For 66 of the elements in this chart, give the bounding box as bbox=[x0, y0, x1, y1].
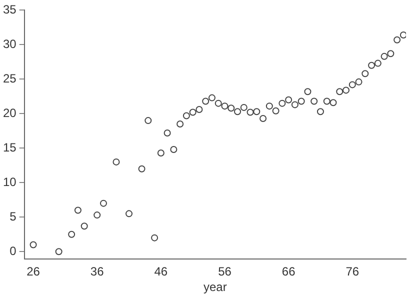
point bbox=[170, 146, 178, 154]
point bbox=[310, 98, 318, 105]
point bbox=[112, 158, 120, 166]
x-tick-label: 36 bbox=[90, 264, 104, 279]
point bbox=[68, 230, 76, 238]
point bbox=[266, 102, 273, 110]
point bbox=[126, 210, 133, 218]
point bbox=[298, 98, 305, 105]
point bbox=[380, 52, 388, 60]
y-tick-label: 10 bbox=[2, 174, 17, 189]
point bbox=[182, 112, 190, 120]
point bbox=[214, 100, 222, 107]
x-tick-label: 26 bbox=[26, 264, 40, 279]
point bbox=[55, 248, 62, 256]
point bbox=[151, 234, 158, 242]
y-tick-label: 5 bbox=[10, 209, 17, 224]
y-tick-label: 0 bbox=[10, 244, 17, 258]
point bbox=[240, 104, 248, 111]
point bbox=[202, 98, 210, 105]
point bbox=[157, 149, 164, 156]
point bbox=[234, 108, 242, 116]
y-tick-label: 35 bbox=[2, 2, 17, 17]
point bbox=[342, 86, 350, 94]
y-tick-label: 15 bbox=[2, 140, 17, 154]
point bbox=[253, 108, 260, 116]
point bbox=[176, 120, 184, 128]
y-tick-label: 25 bbox=[2, 71, 17, 86]
x-tick-label: 56 bbox=[218, 264, 232, 279]
point bbox=[189, 108, 196, 116]
point bbox=[330, 99, 337, 106]
point bbox=[228, 104, 235, 112]
point bbox=[260, 114, 267, 122]
point bbox=[80, 222, 88, 230]
point bbox=[323, 98, 330, 105]
x-tick-label: 46 bbox=[154, 264, 168, 279]
y-tick-label: 20 bbox=[2, 106, 17, 120]
point bbox=[272, 107, 280, 114]
point bbox=[348, 81, 356, 88]
point bbox=[208, 94, 216, 102]
point bbox=[164, 129, 171, 136]
point bbox=[362, 70, 369, 78]
point bbox=[30, 241, 37, 248]
x-tick-label: 76 bbox=[346, 264, 360, 279]
point bbox=[196, 106, 203, 114]
x-tick-label: 66 bbox=[282, 264, 296, 279]
point bbox=[368, 62, 376, 69]
point bbox=[400, 32, 406, 39]
point bbox=[100, 200, 107, 207]
point bbox=[74, 206, 82, 214]
point bbox=[246, 108, 254, 116]
point bbox=[304, 88, 312, 96]
point bbox=[285, 96, 292, 104]
point bbox=[316, 108, 324, 116]
point bbox=[387, 50, 394, 58]
point bbox=[336, 88, 344, 96]
point bbox=[278, 100, 286, 107]
point bbox=[291, 101, 298, 108]
point bbox=[355, 78, 362, 86]
y-tick-label: 30 bbox=[2, 37, 17, 51]
point bbox=[394, 36, 401, 44]
point bbox=[138, 165, 146, 172]
x-axis-title: year bbox=[204, 280, 227, 294]
point bbox=[144, 117, 152, 124]
point bbox=[374, 60, 382, 67]
point bbox=[94, 212, 101, 219]
point bbox=[221, 102, 228, 110]
